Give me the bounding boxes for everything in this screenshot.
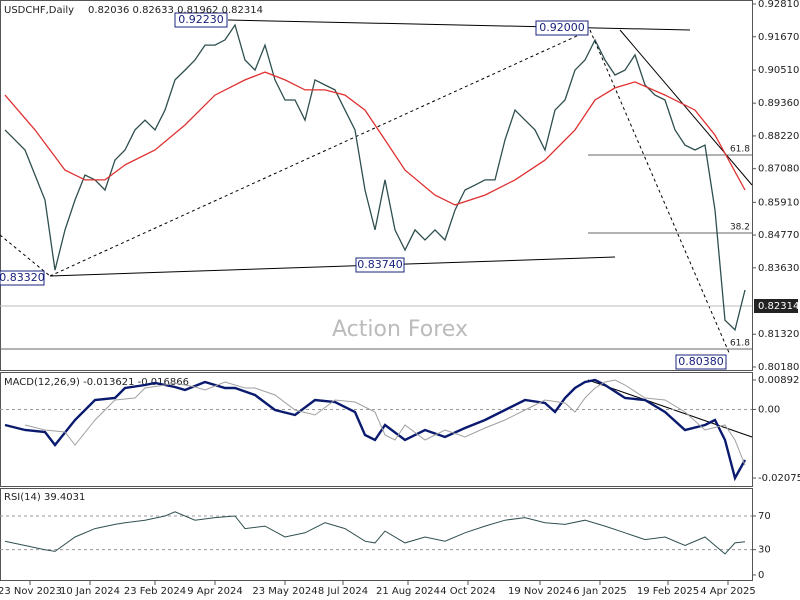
annotation: 0.92000 <box>539 21 585 34</box>
y-tick-label: 0 <box>758 570 764 581</box>
fib-label: 61.8 <box>730 339 750 349</box>
series-line <box>4 23 746 332</box>
trendlines <box>0 19 753 438</box>
macd-panel <box>0 372 753 487</box>
x-tick-label: 6 Jan 2025 <box>573 586 627 597</box>
macd-title: MACD(12,26,9) -0.013621 -0.016866 <box>4 377 189 388</box>
y-tick-label: 0.80180 <box>758 362 799 373</box>
annotation-box <box>675 354 727 370</box>
y-tick-label: 0.90510 <box>758 65 799 76</box>
annotation: 0.80380 <box>678 355 724 368</box>
fib-label: 38.2 <box>730 223 750 233</box>
series-line <box>24 379 746 466</box>
x-tick-label: 23 Feb 2024 <box>124 586 186 597</box>
fib-label: 61.8 <box>730 145 750 155</box>
x-tick-label: 9 Apr 2024 <box>187 586 242 597</box>
annotation-box <box>174 12 228 28</box>
y-tick-label: 0.81320 <box>758 329 799 340</box>
y-tick-label: 30 <box>758 545 771 556</box>
rsi-title: RSI(14) 39.4031 <box>4 492 85 503</box>
chart-title: USDCHF,Daily <box>4 5 74 16</box>
y-tick-label: 70 <box>758 511 771 522</box>
annotation: 0.92230 <box>178 13 224 26</box>
x-tick-label: 23 May 2024 <box>252 586 317 597</box>
x-tick-label: 4 Apr 2025 <box>700 586 755 597</box>
trendline <box>49 29 591 277</box>
rsi-panel <box>0 488 753 581</box>
annotation: 0.83740 <box>357 258 403 271</box>
x-tick-label: 19 Nov 2024 <box>508 586 572 597</box>
x-tick-label: 23 Nov 2023 <box>0 586 62 597</box>
x-tick-label: 8 Jul 2024 <box>318 586 368 597</box>
trendline <box>49 256 616 277</box>
trendline <box>0 234 51 277</box>
annotation-box <box>355 257 405 273</box>
series-line <box>4 71 746 206</box>
y-tick-label: 0.84770 <box>758 230 799 241</box>
x-tick-label: 4 Oct 2024 <box>440 586 495 597</box>
y-tick-label: 0.89360 <box>758 98 799 109</box>
x-tick-label: 21 Aug 2024 <box>376 586 440 597</box>
y-tick-label: 0.85910 <box>758 197 799 208</box>
x-tick-label: 19 Feb 2025 <box>637 586 699 597</box>
annotation: 0.83320 <box>0 271 45 284</box>
chart-subtitle: 0.82036 0.82633 0.81962 0.82314 <box>88 5 263 16</box>
annotation-box <box>0 270 45 286</box>
y-tick-label: 0.00 <box>758 404 780 415</box>
y-tick-label: 0.83630 <box>758 263 799 274</box>
x-tick-label: 10 Jan 2024 <box>60 586 120 597</box>
y-tick-label: 0.008923 <box>758 375 800 386</box>
trendline <box>619 29 753 186</box>
trendline <box>227 19 691 31</box>
y-tick-label: 0.91670 <box>758 32 799 43</box>
annotation-box <box>535 20 589 36</box>
price-panel <box>0 0 753 371</box>
y-tick-label: 0.87080 <box>758 164 799 175</box>
series-line <box>4 378 747 482</box>
last-price: 0.82314 <box>758 301 799 312</box>
trendline <box>589 29 731 356</box>
series-line <box>4 511 746 555</box>
y-tick-label: 0.92810 <box>758 0 799 10</box>
macd-trendline <box>587 379 753 438</box>
watermark: Action Forex <box>332 317 468 342</box>
y-tick-label: 0.88220 <box>758 131 799 142</box>
y-tick-label: -0.020759 <box>758 473 800 484</box>
last-price-box <box>754 299 798 313</box>
